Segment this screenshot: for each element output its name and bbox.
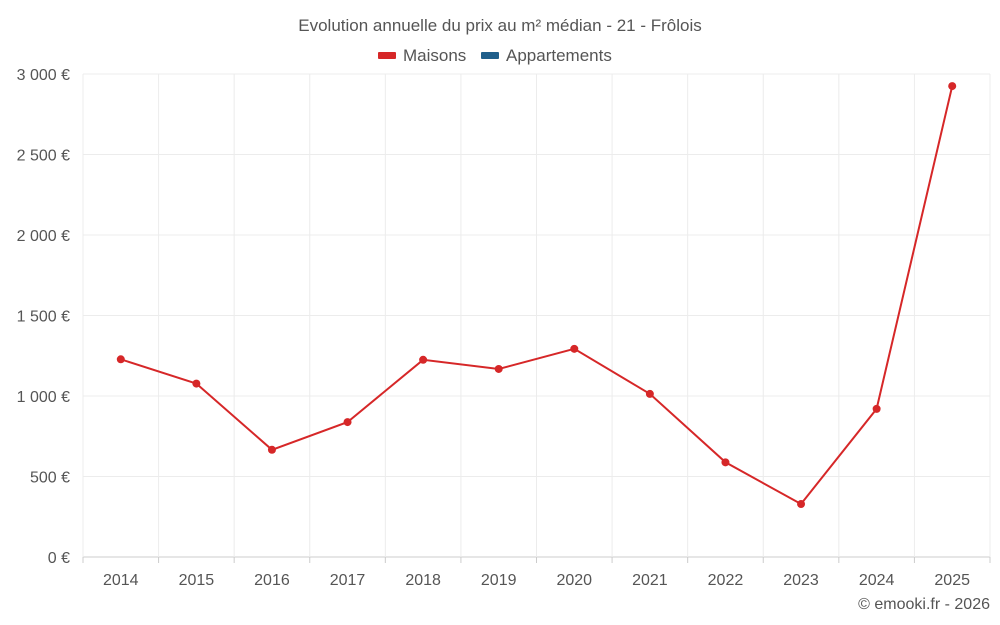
x-grid bbox=[82, 74, 991, 563]
data-point-maisons[interactable] bbox=[267, 445, 276, 454]
x-tick-label: 2014 bbox=[103, 572, 139, 589]
legend-label-maisons[interactable]: Maisons bbox=[403, 46, 466, 65]
data-point-maisons[interactable] bbox=[721, 458, 730, 467]
x-tick-label: 2017 bbox=[330, 572, 366, 589]
y-tick-label: 1 500 € bbox=[17, 309, 70, 326]
credit-text: © emooki.fr - 2026 bbox=[858, 596, 990, 613]
x-tick-label: 2022 bbox=[708, 572, 744, 589]
legend: Maisons Appartements bbox=[378, 46, 612, 65]
y-tick-label: 2 000 € bbox=[17, 228, 70, 245]
x-tick-label: 2024 bbox=[859, 572, 895, 589]
chart-title: Evolution annuelle du prix au m² médian … bbox=[298, 16, 701, 35]
data-point-maisons[interactable] bbox=[494, 364, 503, 373]
x-tick-label: 2021 bbox=[632, 572, 668, 589]
x-tick-label: 2019 bbox=[481, 572, 517, 589]
data-point-maisons[interactable] bbox=[116, 355, 125, 364]
y-axis-labels: 0 € 500 € 1 000 € 1 500 € 2 000 € 2 500 € 3 00… bbox=[17, 67, 70, 567]
x-tick-label: 2025 bbox=[934, 572, 970, 589]
series-line-maisons bbox=[120, 85, 954, 506]
x-tick-label: 2015 bbox=[179, 572, 215, 589]
legend-label-appartements[interactable]: Appartements bbox=[506, 46, 612, 65]
legend-swatch-maisons[interactable] bbox=[378, 52, 396, 59]
x-tick-label: 2018 bbox=[405, 572, 441, 589]
y-tick-label: 2 500 € bbox=[17, 148, 70, 165]
x-tick-label: 2016 bbox=[254, 572, 290, 589]
data-point-maisons[interactable] bbox=[797, 500, 806, 509]
x-tick-label: 2023 bbox=[783, 572, 819, 589]
x-axis-labels: 2014 2015 2016 2017 2018 2019 2020 2021 2022 2023… bbox=[103, 572, 970, 589]
y-tick-label: 500 € bbox=[30, 470, 70, 487]
data-point-maisons[interactable] bbox=[645, 389, 654, 398]
legend-swatch-appartements[interactable] bbox=[481, 52, 499, 59]
data-point-maisons[interactable] bbox=[872, 404, 881, 413]
data-point-maisons[interactable] bbox=[948, 82, 957, 91]
data-point-maisons[interactable] bbox=[192, 379, 201, 388]
series-group bbox=[116, 82, 957, 509]
y-tick-label: 3 000 € bbox=[17, 67, 70, 84]
data-point-maisons[interactable] bbox=[419, 355, 428, 364]
x-tick-label: 2020 bbox=[556, 572, 592, 589]
y-tick-label: 0 € bbox=[48, 550, 70, 567]
data-point-maisons[interactable] bbox=[343, 418, 352, 427]
y-tick-label: 1 000 € bbox=[17, 389, 70, 406]
data-point-maisons[interactable] bbox=[570, 344, 579, 353]
